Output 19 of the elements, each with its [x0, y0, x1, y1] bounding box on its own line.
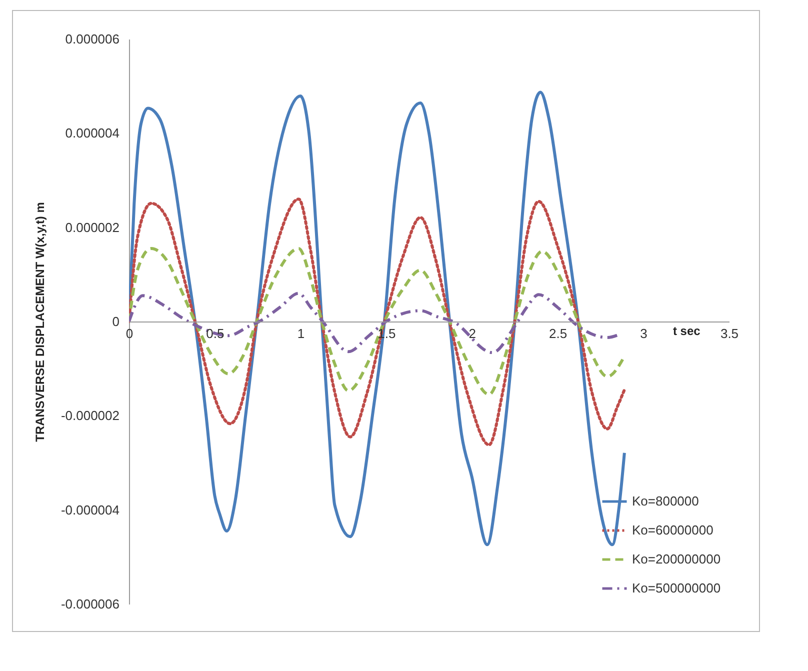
x-tick-label: 1: [297, 326, 305, 341]
y-tick-label: 0.000006: [65, 32, 120, 46]
y-tick-label: 0.000002: [65, 220, 120, 235]
legend-label: Ko=200000000: [632, 552, 721, 566]
x-tick-label: 2.5: [549, 326, 568, 341]
legend-label: Ko=60000000: [632, 522, 714, 538]
legend-label: Ko=800000: [632, 494, 699, 508]
x-tick-label: 0: [126, 326, 134, 341]
y-axis-title: TRANSVERSE DISPLACEMENT W(x,y,t) m: [32, 202, 47, 442]
legend-label: Ko=500000000: [632, 580, 721, 596]
y-tick-label: 0: [112, 314, 120, 329]
x-tick-label: 3.5: [720, 326, 739, 341]
x-tick-label: 3: [640, 326, 648, 341]
x-axis-title: t sec: [672, 324, 701, 338]
x-tick-label: 2: [468, 326, 476, 341]
y-tick-label: -0.000004: [60, 502, 120, 518]
y-tick-label: -0.000006: [60, 596, 120, 612]
y-tick-label: 0.000004: [65, 126, 120, 141]
y-tick-label: -0.000002: [60, 408, 120, 424]
